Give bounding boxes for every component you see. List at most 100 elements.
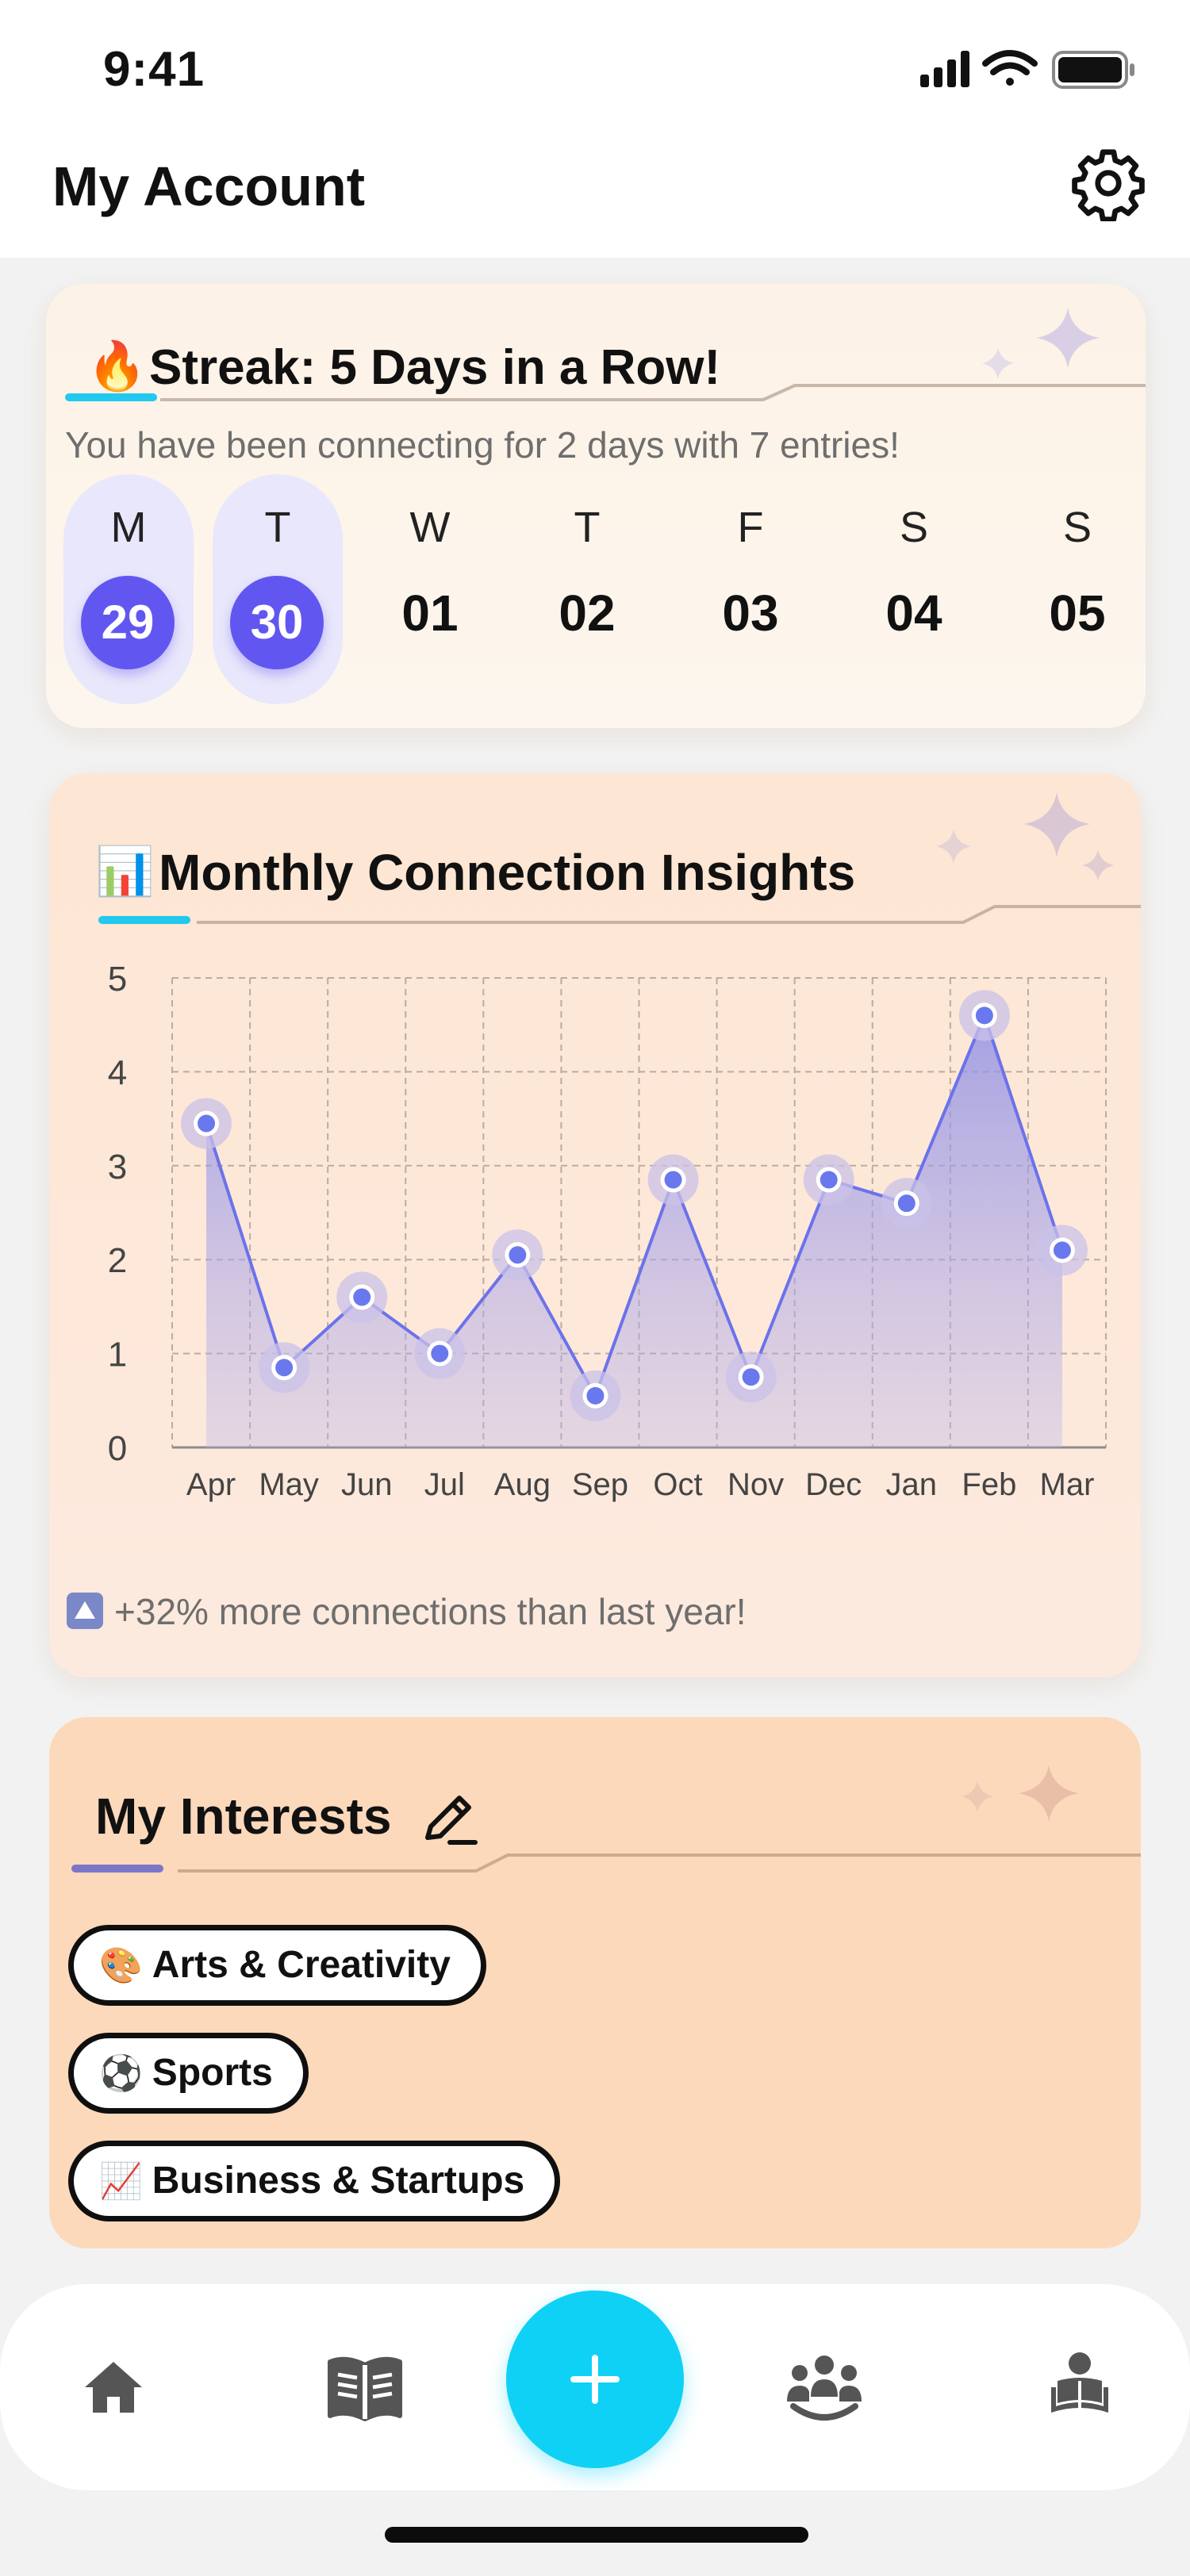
x-tick-label: Jul: [424, 1467, 465, 1502]
day-date: 01: [401, 585, 459, 642]
add-button[interactable]: [506, 2290, 684, 2468]
status-icons: [920, 50, 1134, 89]
chip-label: Sports: [152, 2052, 273, 2094]
interests-card: My Interests 🎨 Arts & Creativity ⚽ Sports …: [49, 1717, 1141, 2248]
x-tick-label: May: [259, 1467, 319, 1502]
home-icon: [85, 2362, 142, 2413]
interest-chip[interactable]: 📈 Business & Startups: [68, 2141, 561, 2221]
week-day-strip: M 29 T 30 W 01 T 02 F 03 S 04 S 05: [63, 474, 1142, 704]
streak-title: Streak: 5 Days in a Row!: [149, 340, 721, 395]
palette-icon: 🎨: [99, 1946, 143, 1985]
nav-journal[interactable]: [305, 2332, 424, 2443]
data-point: [181, 1098, 232, 1149]
x-tick-label: Jun: [341, 1467, 393, 1502]
title-underline: [71, 1853, 1141, 1873]
wifi-icon: [982, 50, 1038, 86]
y-tick-label: 4: [108, 1053, 127, 1092]
day-item[interactable]: T 02: [522, 474, 652, 704]
x-tick-label: Aug: [494, 1467, 551, 1502]
series-area: [206, 1015, 1062, 1447]
x-tick-label: Apr: [186, 1467, 236, 1502]
x-tick-label: Mar: [1040, 1467, 1095, 1502]
battery-icon: [1052, 51, 1134, 89]
sparkle-decoration: [936, 792, 1114, 881]
y-tick-label: 0: [108, 1429, 127, 1468]
y-tick-label: 1: [108, 1336, 127, 1374]
day-date: 29: [81, 576, 175, 669]
day-date: 30: [230, 576, 324, 669]
day-item[interactable]: W 01: [365, 474, 495, 704]
signal-icon: [920, 51, 969, 87]
day-item[interactable]: M 29: [63, 474, 194, 704]
streak-card: 🔥 Streak: 5 Days in a Row! You have been…: [46, 284, 1146, 728]
insights-title: Monthly Connection Insights: [159, 844, 856, 901]
day-date: 03: [722, 585, 779, 642]
x-tick-label: Dec: [805, 1467, 862, 1502]
day-letter: S: [1062, 504, 1092, 551]
x-tick-label: Sep: [572, 1467, 628, 1502]
reading-icon: [1051, 2352, 1108, 2419]
day-item[interactable]: S 04: [849, 474, 979, 704]
y-tick-label: 3: [108, 1148, 127, 1186]
page-title: My Account: [52, 155, 366, 217]
edit-pencil-icon[interactable]: [418, 1787, 482, 1850]
gear-icon: [1072, 149, 1145, 221]
day-item[interactable]: F 03: [685, 474, 816, 704]
data-point: [647, 1154, 699, 1206]
data-point: [803, 1154, 854, 1206]
status-bar: 9:41: [0, 0, 1190, 135]
data-point: [492, 1229, 543, 1281]
x-tick-label: Oct: [653, 1467, 702, 1502]
data-point: [336, 1271, 388, 1323]
x-tick-label: Jan: [886, 1467, 938, 1502]
connection-chart: 0 1 2 3 4 5 Apr May Jun Jul Aug Sep Oct Nov Dec Jan Feb…: [108, 960, 1107, 1502]
data-point: [414, 1328, 466, 1379]
chip-label: Business & Startups: [152, 2160, 525, 2202]
day-date: 02: [559, 585, 616, 642]
x-tick-label: Nov: [727, 1467, 784, 1502]
bar-chart-icon: 📊: [95, 845, 155, 898]
day-letter: M: [110, 504, 147, 551]
data-point: [958, 990, 1010, 1041]
interest-chip[interactable]: 🎨 Arts & Creativity: [68, 1925, 486, 2006]
y-tick-label: 2: [108, 1241, 127, 1280]
data-point: [570, 1370, 621, 1421]
day-letter: S: [899, 504, 929, 551]
insight-note-text: +32% more connections than last year!: [114, 1591, 747, 1632]
day-item[interactable]: T 30: [213, 474, 343, 704]
day-letter: F: [737, 504, 764, 551]
nav-reading[interactable]: [1020, 2332, 1139, 2443]
insight-note: +32% more connections than last year!: [67, 1590, 747, 1633]
day-date: 04: [885, 585, 942, 642]
add-icon: [570, 2355, 620, 2404]
arrow-up-icon: [67, 1593, 103, 1629]
interest-chip[interactable]: ⚽ Sports: [68, 2033, 309, 2114]
data-point: [1036, 1225, 1088, 1276]
header: My Account: [0, 135, 1190, 258]
community-icon: [787, 2356, 862, 2421]
soccer-ball-icon: ⚽: [99, 2054, 143, 2093]
settings-button[interactable]: [1066, 141, 1150, 225]
title-underline: [65, 384, 1146, 401]
interests-title: My Interests: [95, 1788, 392, 1845]
x-tick-label: Feb: [962, 1467, 1016, 1502]
day-letter: T: [264, 504, 291, 551]
data-point: [881, 1178, 932, 1229]
streak-subtitle: You have been connecting for 2 days with…: [65, 424, 900, 466]
y-tick-label: 5: [108, 960, 127, 999]
trend-chart-icon: 📈: [99, 2162, 143, 2201]
nav-community[interactable]: [765, 2332, 884, 2443]
sparkle-decoration: [962, 1765, 1079, 1822]
data-point: [725, 1351, 777, 1403]
chip-label: Arts & Creativity: [152, 1944, 451, 1986]
status-time: 9:41: [103, 42, 205, 97]
day-letter: W: [409, 504, 451, 551]
data-point: [259, 1342, 310, 1393]
nav-home[interactable]: [54, 2332, 173, 2443]
day-letter: T: [574, 504, 601, 551]
day-item[interactable]: S 05: [1012, 474, 1142, 704]
title-underline: [98, 905, 1141, 924]
insights-card: 📊 Monthly Connection Insights 0 1 2 3 4 5 Apr…: [49, 773, 1141, 1677]
journal-icon: [328, 2356, 402, 2421]
home-indicator: [385, 2527, 808, 2543]
